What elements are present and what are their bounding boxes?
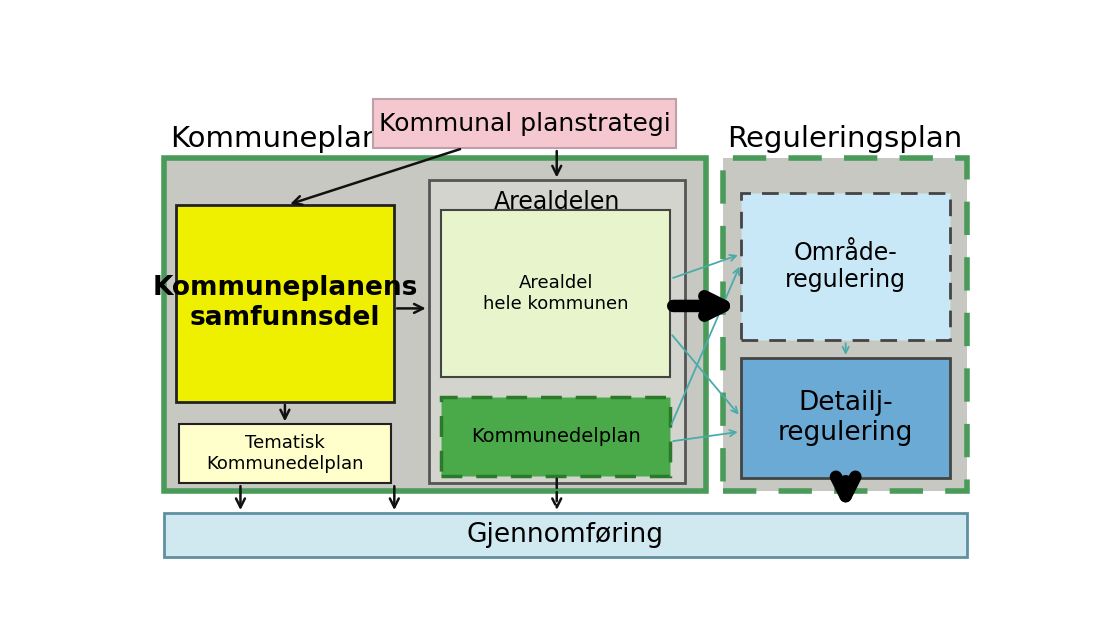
Text: Tematisk
Kommunedelplan: Tematisk Kommunedelplan	[206, 435, 364, 473]
Bar	[163, 158, 706, 491]
Text: Område-
regulering: Område- regulering	[784, 241, 906, 292]
Bar	[428, 180, 685, 483]
Text: Kommuneplanens
samfunnsdel: Kommuneplanens samfunnsdel	[152, 275, 418, 332]
Text: Gjennomføring: Gjennomføring	[467, 522, 664, 548]
Text: Arealdelen: Arealdelen	[493, 190, 620, 214]
Bar	[163, 513, 967, 557]
Text: Arealdel
hele kommunen: Arealdel hele kommunen	[483, 274, 629, 313]
Text: Kommunal planstrategi: Kommunal planstrategi	[378, 111, 671, 136]
Bar	[179, 424, 390, 483]
Bar	[373, 99, 676, 148]
Bar	[441, 397, 671, 476]
Bar	[441, 210, 671, 378]
Bar	[724, 158, 967, 491]
Bar	[740, 193, 950, 340]
Bar	[740, 358, 950, 479]
Text: Detailj-
regulering: Detailj- regulering	[778, 390, 913, 446]
Text: Kommunedelplan: Kommunedelplan	[471, 427, 641, 446]
Bar	[176, 205, 395, 402]
Text: Reguleringsplan: Reguleringsplan	[728, 125, 963, 153]
Text: Kommuneplan: Kommuneplan	[170, 125, 381, 153]
